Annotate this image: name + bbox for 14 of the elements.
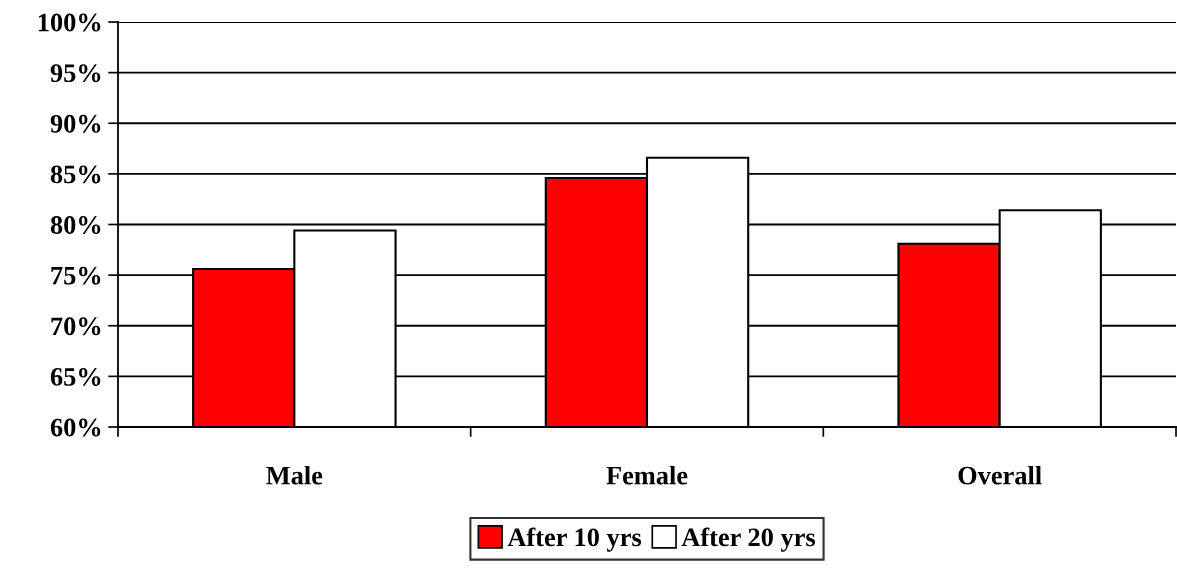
y-tick-label: 65%: [50, 367, 101, 386]
y-tick-label: 85%: [50, 165, 101, 184]
y-tick-label: 60%: [50, 418, 101, 437]
y-tick-label: 80%: [50, 216, 101, 234]
y-tick-label: 70%: [51, 317, 101, 336]
y-tick-label: 95%: [50, 64, 101, 83]
legend-label: After 10 yrs: [507, 527, 642, 552]
legend-label: After 20 yrs: [681, 527, 816, 552]
y-tick-label: 75%: [51, 266, 101, 285]
y-tick-label: 90%: [50, 114, 101, 133]
x-tick-label: Female: [606, 465, 688, 485]
x-tick-label: Male: [266, 465, 323, 485]
x-tick-label: Overall: [958, 465, 1042, 485]
y-tick-label: 100%: [38, 13, 101, 32]
